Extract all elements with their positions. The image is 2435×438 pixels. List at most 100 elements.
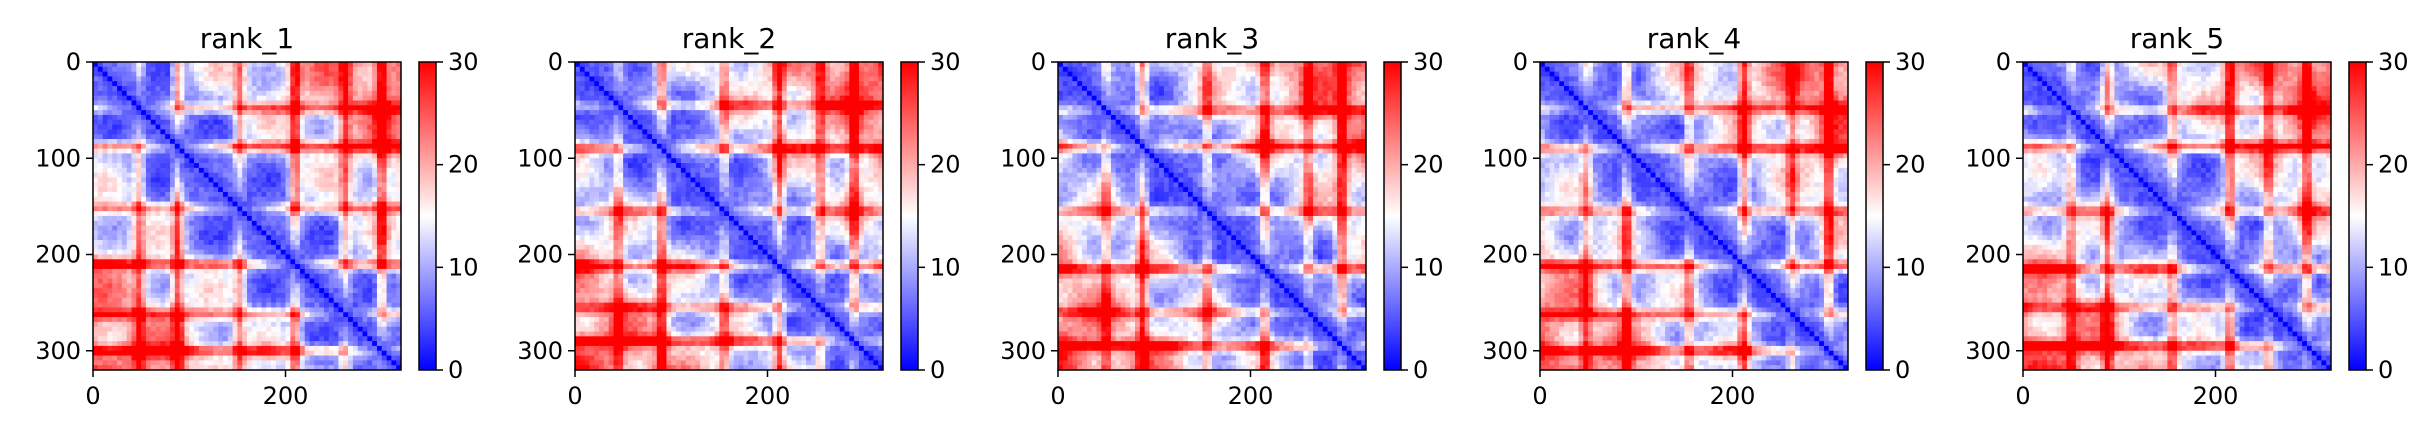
heatmap-cell [376, 302, 383, 308]
heatmap-cell [102, 264, 108, 270]
heatmap-cell [160, 268, 166, 275]
heatmap-cell [237, 86, 243, 92]
heatmap-cell [806, 76, 812, 82]
heatmap-cell [251, 326, 258, 332]
heatmap-cell [676, 62, 682, 68]
heatmap-cell [126, 158, 132, 164]
heatmap-cell [117, 124, 123, 130]
heatmap-cell [107, 76, 113, 82]
heatmap-cell [184, 341, 190, 347]
heatmap-cell [136, 317, 142, 323]
heatmap-cell [261, 81, 267, 87]
heatmap-cell [362, 148, 368, 154]
heatmap-cell [280, 288, 286, 294]
heatmap-cell [724, 100, 730, 106]
heatmap-cell [772, 86, 778, 92]
heatmap-cell [179, 90, 185, 97]
heatmap-cell [304, 211, 310, 217]
heatmap-cell [203, 182, 209, 188]
heatmap-cell [280, 62, 286, 68]
heatmap-cell [608, 119, 614, 125]
heatmap-cell [165, 114, 171, 121]
heatmap-cell [126, 62, 132, 68]
heatmap-cell [362, 307, 368, 313]
heatmap-cell [666, 66, 672, 73]
heatmap-cell [285, 297, 291, 304]
heatmap-cell [275, 167, 282, 174]
heatmap-cell [136, 216, 142, 222]
heatmap-cell [174, 191, 181, 198]
heatmap-cell [878, 119, 884, 125]
heatmap-cell [372, 86, 378, 92]
heatmap-cell [242, 259, 248, 265]
heatmap-cell [348, 355, 354, 361]
heatmap-cell [352, 124, 359, 130]
heatmap-cell [376, 341, 383, 347]
heatmap-cell [786, 105, 792, 111]
heatmap-cell [652, 71, 658, 77]
heatmap-cell [700, 110, 706, 116]
heatmap-cell [117, 230, 123, 236]
heatmap-cell [333, 110, 339, 116]
heatmap-cell [266, 119, 272, 125]
heatmap-cell [251, 105, 258, 111]
heatmap-cell [299, 331, 306, 337]
heatmap-cell [256, 62, 262, 68]
heatmap-cell [367, 268, 373, 275]
heatmap-cell [878, 95, 884, 101]
heatmap-cell [203, 317, 209, 323]
heatmap-cell [256, 100, 262, 106]
heatmap-cell [232, 110, 238, 116]
heatmap-cell [170, 110, 176, 116]
heatmap-cell [295, 139, 301, 145]
heatmap-cell [575, 110, 581, 116]
heatmap-cell [743, 95, 749, 101]
heatmap-cell [121, 317, 128, 323]
heatmap-cell [213, 307, 219, 313]
heatmap-cell [213, 139, 219, 145]
heatmap-cell [603, 86, 610, 92]
heatmap-cell [352, 326, 359, 332]
heatmap-cell [594, 62, 600, 68]
heatmap-cell [830, 95, 836, 101]
heatmap-cell [791, 114, 797, 121]
heatmap-cell [295, 187, 301, 193]
heatmap-cell [179, 240, 185, 246]
heatmap-cell [656, 95, 663, 101]
heatmap-cell [121, 86, 128, 92]
heatmap-cell [117, 355, 123, 361]
heatmap-cell [396, 244, 402, 251]
heatmap-cell [256, 341, 262, 347]
heatmap-cell [126, 235, 132, 241]
heatmap-cell [584, 71, 590, 77]
heatmap-cell [275, 153, 282, 159]
heatmap-cell [275, 360, 282, 366]
heatmap-cell [381, 360, 387, 366]
heatmap-cell [155, 124, 161, 130]
heatmap-cell [343, 341, 349, 347]
heatmap-cell [285, 90, 291, 97]
heatmap-cell [381, 76, 387, 82]
heatmap-cell [232, 273, 238, 279]
heatmap-cell [632, 86, 638, 92]
heatmap-cell [242, 100, 248, 106]
heatmap-cell [165, 326, 171, 332]
heatmap-cell [386, 283, 392, 289]
heatmap-cell [396, 293, 402, 299]
heatmap-cell [247, 148, 253, 154]
heatmap-cell [367, 317, 373, 323]
heatmap-cell [806, 105, 812, 111]
heatmap-cell [753, 119, 759, 125]
heatmap-cell [338, 124, 344, 130]
heatmap-cell [328, 293, 335, 299]
heatmap-cell [117, 345, 123, 352]
heatmap-cell [328, 312, 335, 318]
heatmap-cell [280, 66, 286, 73]
heatmap-cell [170, 302, 176, 308]
heatmap-cell [261, 182, 267, 188]
heatmap-cell [102, 163, 108, 169]
heatmap-cell [261, 240, 267, 246]
heatmap-cell [155, 365, 161, 371]
heatmap-cell [261, 110, 267, 116]
heatmap-cell [858, 90, 865, 97]
